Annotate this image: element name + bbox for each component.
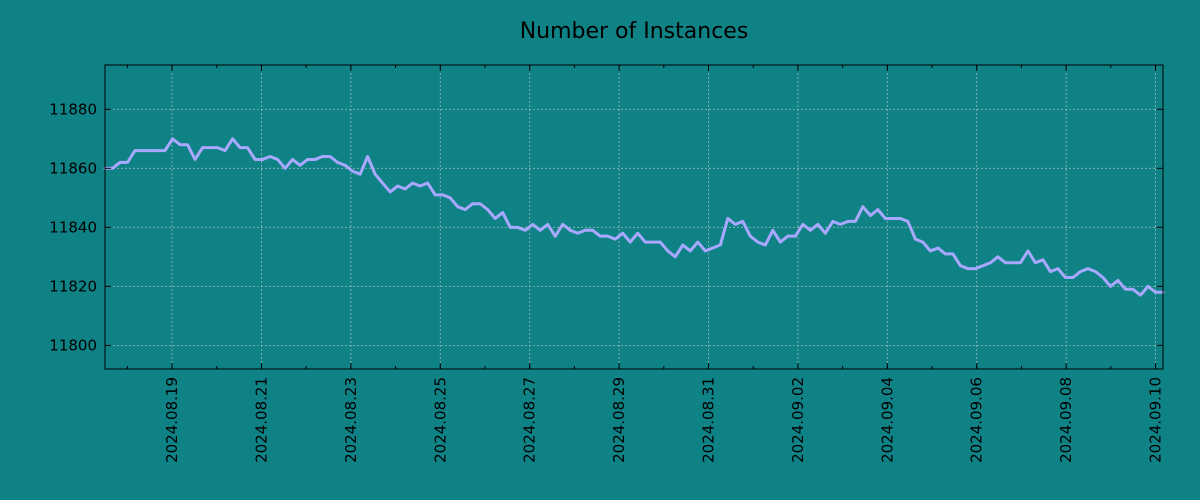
y-tick-label: 11860 <box>49 159 97 177</box>
x-tick-label: 2024.09.06 <box>968 377 986 463</box>
x-tick-label: 2024.08.27 <box>521 377 539 463</box>
y-tick-label: 11820 <box>49 277 97 295</box>
series-layer <box>103 137 1165 297</box>
y-tick-label: 11840 <box>49 218 97 236</box>
x-tick-label: 2024.08.25 <box>431 377 449 463</box>
chart-title: Number of Instances <box>520 19 749 44</box>
grid <box>105 65 1163 369</box>
x-tick-label: 2024.09.10 <box>1147 377 1165 463</box>
x-tick-label: 2024.08.23 <box>342 377 360 463</box>
x-tick-label: 2024.08.31 <box>700 377 718 463</box>
y-tick-label: 11880 <box>49 100 97 118</box>
x-tick-label: 2024.09.08 <box>1057 377 1075 463</box>
x-tick-label: 2024.09.04 <box>878 377 896 463</box>
x-tick-label: 2024.08.19 <box>163 377 181 463</box>
x-tick-label: 2024.09.02 <box>789 377 807 463</box>
x-tick-label: 2024.08.29 <box>610 377 628 463</box>
axis-ticks: 11800 11820 11840 11860 11880 2024.08.19 2024.… <box>49 65 1165 463</box>
x-tick-label: 2024.08.21 <box>252 377 270 463</box>
series-line <box>103 137 1165 297</box>
plot-frame <box>104 64 1164 370</box>
y-tick-label: 11800 <box>49 336 97 354</box>
